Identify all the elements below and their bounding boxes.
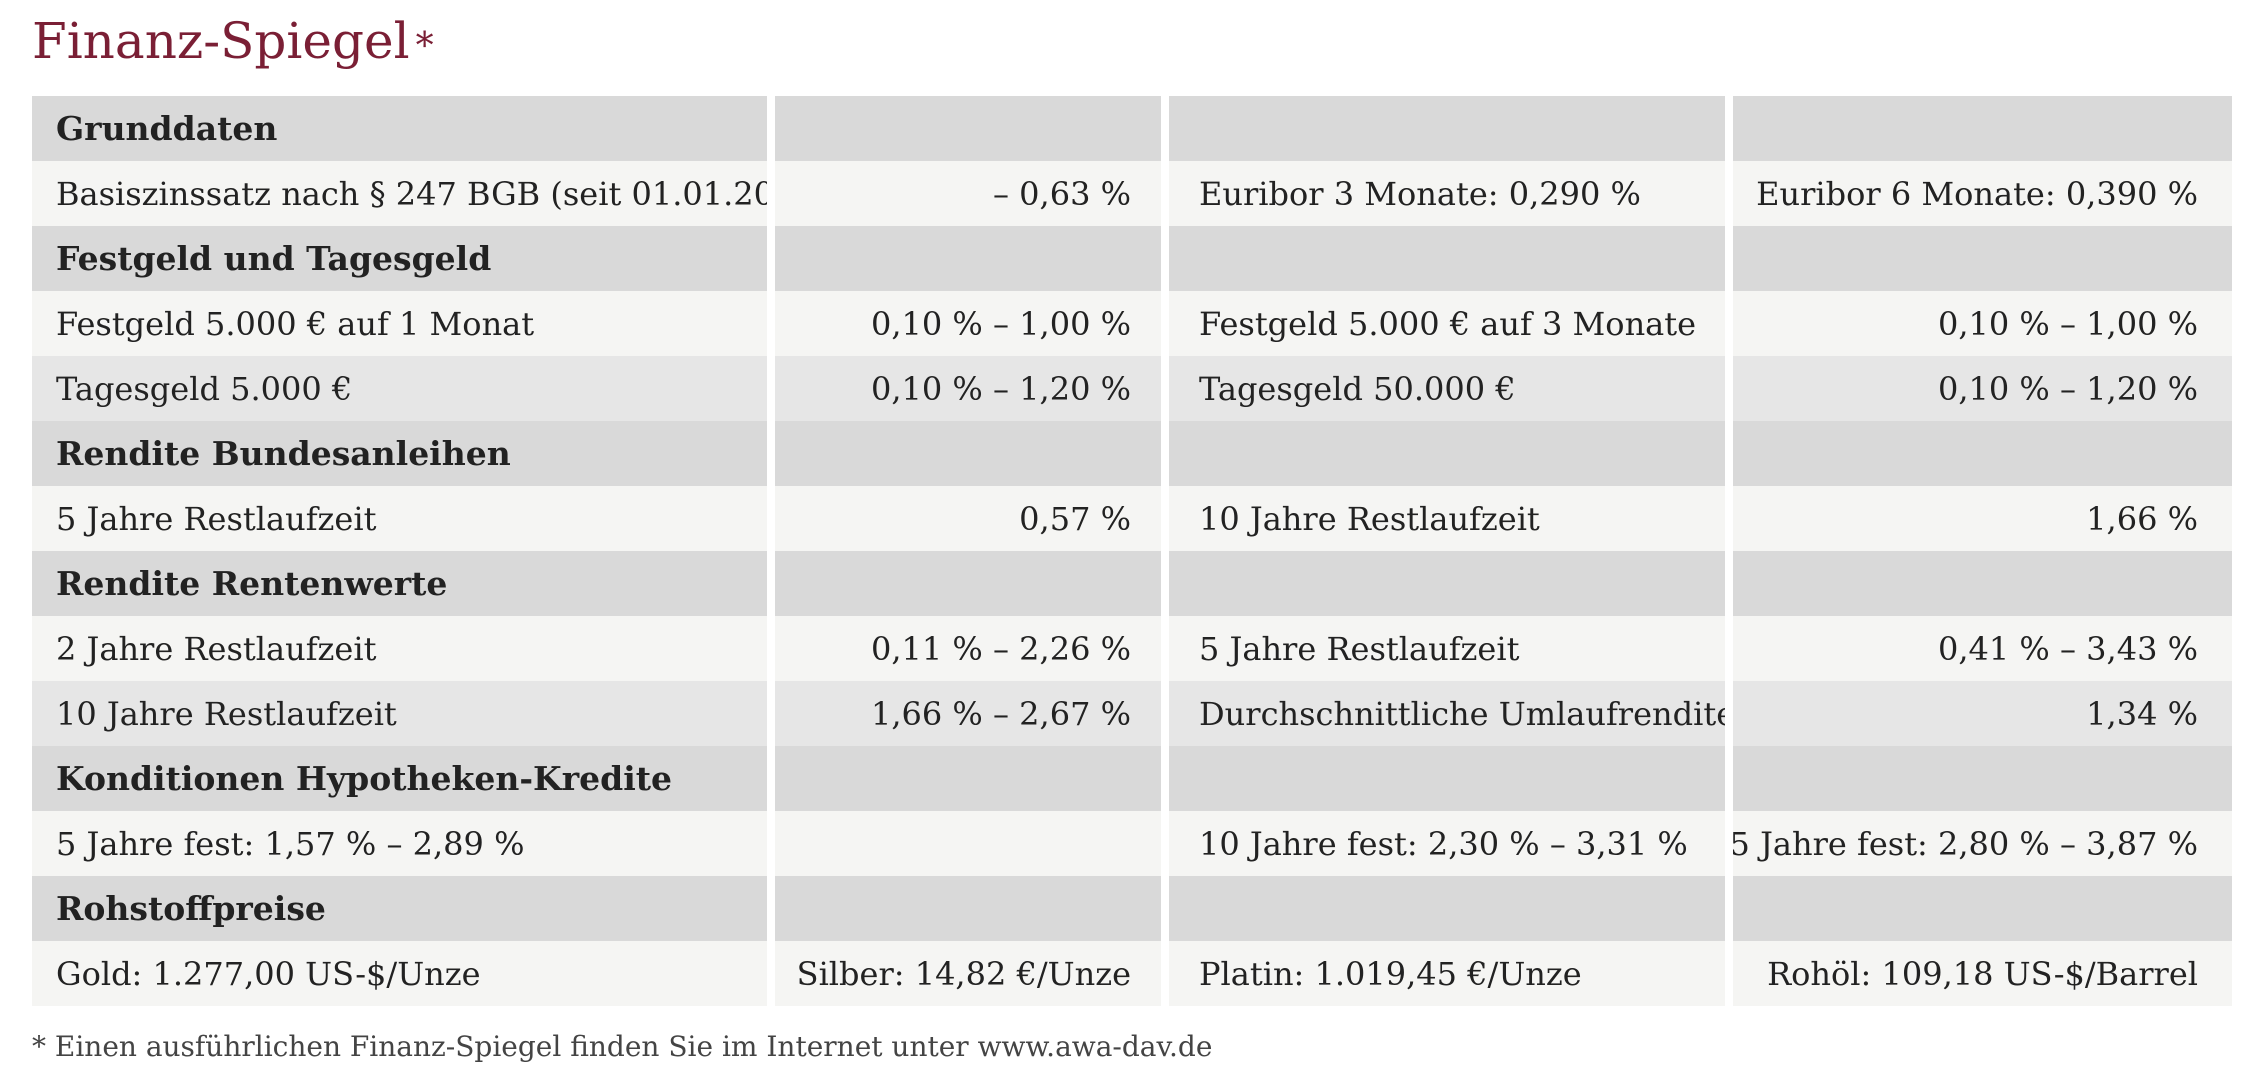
section-title: Rohstoffpreise — [32, 876, 767, 941]
table-cell: 0,11 % – 2,26 % — [775, 616, 1161, 681]
table-cell: 2 Jahre Restlaufzeit — [32, 616, 767, 681]
table-row: 2 Jahre Restlaufzeit 0,11 % – 2,26 % 5 Jah… — [32, 616, 2232, 681]
section-title: Grunddaten — [32, 96, 767, 161]
table-cell — [1733, 96, 2232, 161]
table-cell: Festgeld 5.000 € auf 3 Monate — [1169, 291, 1725, 356]
table-cell: 5 Jahre Restlaufzeit — [32, 486, 767, 551]
section-title: Festgeld und Tagesgeld — [32, 226, 767, 291]
table-cell: 0,10 % – 1,20 % — [775, 356, 1161, 421]
title-footnote-marker: * — [415, 26, 434, 67]
table-cell: Tagesgeld 5.000 € — [32, 356, 767, 421]
table-cell: 0,10 % – 1,00 % — [1733, 291, 2232, 356]
table-cell: 10 Jahre Restlaufzeit — [32, 681, 767, 746]
table-cell — [1169, 746, 1725, 811]
table-cell: 5 Jahre Restlaufzeit — [1169, 616, 1725, 681]
section-title: Konditionen Hypotheken-Kredite — [32, 746, 767, 811]
table-row: Tagesgeld 5.000 €0,10 % – 1,20 % Tagesgel… — [32, 356, 2232, 421]
table-cell: 1,66 % — [1733, 486, 2232, 551]
table-cell: 0,57 % — [775, 486, 1161, 551]
table-cell: 10 Jahre Restlaufzeit — [1169, 486, 1725, 551]
table-cell — [1169, 876, 1725, 941]
table-cell — [775, 226, 1161, 291]
section-header-row: Festgeld und Tagesgeld — [32, 226, 2232, 291]
table-cell: Euribor 6 Monate: 0,390 % — [1733, 161, 2232, 226]
table-row: 5 Jahre fest: 1,57 % – 2,89 % 10 Jahre fe… — [32, 811, 2232, 876]
section-header-row: Rendite Rentenwerte — [32, 551, 2232, 616]
table-cell — [775, 876, 1161, 941]
table-cell — [1169, 226, 1725, 291]
table-cell — [775, 746, 1161, 811]
table-cell: Tagesgeld 50.000 € — [1169, 356, 1725, 421]
table-cell: Euribor 3 Monate: 0,290 % — [1169, 161, 1725, 226]
section-header-row: Konditionen Hypotheken-Kredite — [32, 746, 2232, 811]
section-title: Rendite Rentenwerte — [32, 551, 767, 616]
section-header-row: Rendite Bundesanleihen — [32, 421, 2232, 486]
table-cell — [1733, 876, 2232, 941]
section-header-row: Rohstoffpreise — [32, 876, 2232, 941]
table-cell — [775, 96, 1161, 161]
finance-table: Grunddaten Basiszinssatz nach § 247 BGB (… — [32, 96, 2232, 1006]
table-cell: Durchschnittliche Umlaufrendite — [1169, 681, 1725, 746]
table-cell: – 0,63 % — [775, 161, 1161, 226]
table-cell — [775, 421, 1161, 486]
table-row: Basiszinssatz nach § 247 BGB (seit 01.01… — [32, 161, 2232, 226]
table-row: 5 Jahre Restlaufzeit 0,57 % 10 Jahre Restl… — [32, 486, 2232, 551]
table-cell: 5 Jahre fest: 1,57 % – 2,89 % — [32, 811, 767, 876]
table-cell: Platin: 1.019,45 €/Unze — [1169, 941, 1725, 1006]
table-cell: 0,10 % – 1,20 % — [1733, 356, 2232, 421]
table-cell: 15 Jahre fest: 2,80 % – 3,87 % — [1733, 811, 2232, 876]
table-cell: 1,66 % – 2,67 % — [775, 681, 1161, 746]
table-cell — [1733, 551, 2232, 616]
table-cell — [1733, 421, 2232, 486]
table-cell — [1169, 96, 1725, 161]
table-cell: Basiszinssatz nach § 247 BGB (seit 01.01… — [32, 161, 767, 226]
table-row: Gold: 1.277,00 US-$/Unze Silber: 14,82 €/… — [32, 941, 2232, 1006]
table-cell — [1733, 226, 2232, 291]
table-cell — [1169, 421, 1725, 486]
footnote: * Einen ausführlichen Finanz-Spiegel fin… — [32, 1030, 1213, 1063]
table-cell: 1,34 % — [1733, 681, 2232, 746]
table-cell: 0,41 % – 3,43 % — [1733, 616, 2232, 681]
table-cell: 0,10 % – 1,00 % — [775, 291, 1161, 356]
table-row: Festgeld 5.000 € auf 1 Monat 0,10 % – 1,0… — [32, 291, 2232, 356]
table-cell — [1733, 746, 2232, 811]
table-cell — [775, 551, 1161, 616]
table-cell: 10 Jahre fest: 2,30 % – 3,31 % — [1169, 811, 1725, 876]
title-text: Finanz-Spiegel — [32, 12, 410, 70]
table-cell: Silber: 14,82 €/Unze — [775, 941, 1161, 1006]
section-title: Rendite Bundesanleihen — [32, 421, 767, 486]
section-header-row: Grunddaten — [32, 96, 2232, 161]
table-cell: Gold: 1.277,00 US-$/Unze — [32, 941, 767, 1006]
page-title: Finanz-Spiegel * — [32, 10, 434, 72]
table-row: 10 Jahre Restlaufzeit 1,66 % – 2,67 % Durc… — [32, 681, 2232, 746]
table-cell: Rohöl: 109,18 US-$/Barrel — [1733, 941, 2232, 1006]
table-cell: Festgeld 5.000 € auf 1 Monat — [32, 291, 767, 356]
table-cell — [1169, 551, 1725, 616]
table-cell — [775, 811, 1161, 876]
